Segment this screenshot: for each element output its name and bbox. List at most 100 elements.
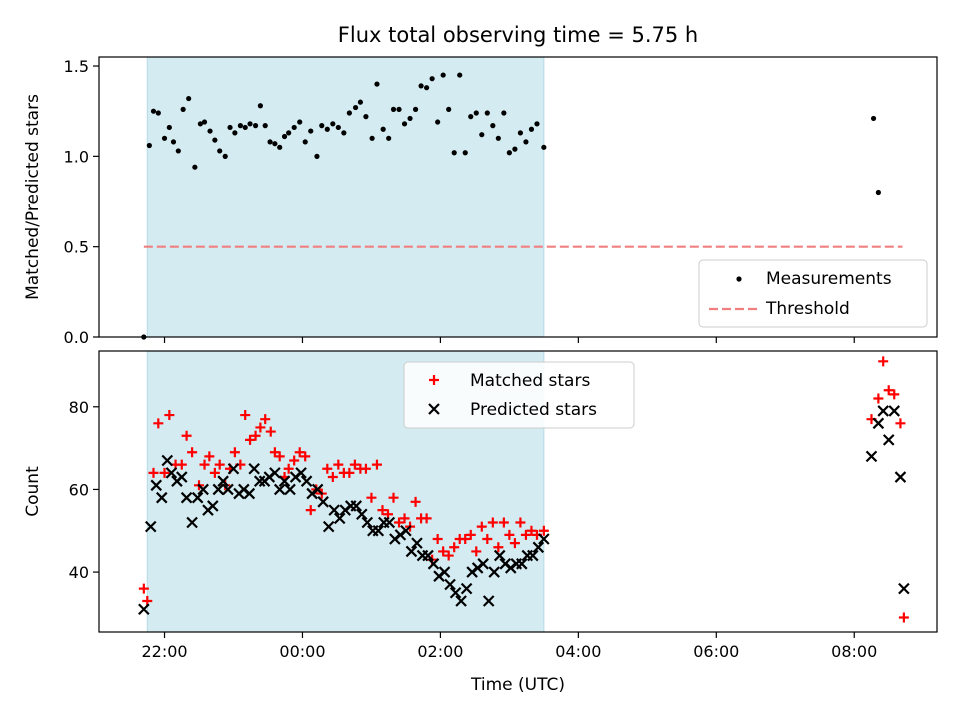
legend-marker-predicted xyxy=(428,403,440,415)
data-point xyxy=(272,141,278,147)
data-point xyxy=(369,135,375,141)
legend-label-matched: Matched stars xyxy=(470,371,590,391)
data-point xyxy=(138,603,150,616)
data-point xyxy=(314,153,320,159)
data-point xyxy=(335,124,341,131)
data-point xyxy=(432,534,443,545)
legend-label-predicted: Predicted stars xyxy=(470,400,597,420)
data-point xyxy=(278,475,291,487)
data-point xyxy=(460,582,473,595)
data-point xyxy=(242,124,248,131)
data-point xyxy=(390,106,397,112)
data-point xyxy=(883,385,894,396)
data-point xyxy=(350,500,363,512)
data-point xyxy=(894,471,907,483)
data-point xyxy=(361,516,374,529)
data-point xyxy=(400,524,412,537)
data-point xyxy=(372,524,385,537)
data-point xyxy=(181,430,192,441)
data-point xyxy=(526,525,537,536)
data-point xyxy=(199,459,210,470)
data-point xyxy=(297,119,303,125)
data-point xyxy=(197,483,209,496)
data-point xyxy=(180,491,193,504)
data-point xyxy=(153,418,164,429)
data-point xyxy=(449,586,462,599)
data-point xyxy=(527,549,539,562)
data-point xyxy=(333,512,346,525)
data-point xyxy=(421,513,432,524)
x-tick-label: 06:00 xyxy=(693,642,739,661)
x-tick-label: 02:00 xyxy=(417,642,463,661)
legend-label-threshold: Threshold xyxy=(765,299,850,319)
legend-box xyxy=(403,361,635,429)
data-point xyxy=(291,124,297,131)
data-point xyxy=(886,0,891,3)
data-point xyxy=(493,542,504,553)
panel-ratio: 0.0 0.5 1.0 1.5 Matched/Predicted stars Flux … xyxy=(23,0,938,347)
data-layer xyxy=(138,356,910,623)
data-point xyxy=(166,124,172,131)
data-point xyxy=(422,549,434,562)
legend: Measurements Threshold xyxy=(698,259,928,328)
data-point xyxy=(248,462,260,475)
data-point xyxy=(515,517,526,528)
legend-marker-measurements xyxy=(736,276,742,282)
data-point xyxy=(473,110,479,116)
data-point xyxy=(455,595,467,607)
data-point xyxy=(898,582,910,595)
y-tick-label: 60 xyxy=(69,480,89,499)
data-point xyxy=(865,450,878,463)
data-point xyxy=(877,405,889,417)
data-point xyxy=(240,410,251,421)
data-point xyxy=(482,534,493,545)
data-point xyxy=(138,583,149,594)
data-point xyxy=(245,434,256,445)
data-point xyxy=(302,139,308,145)
data-point xyxy=(308,128,314,134)
data-point xyxy=(222,153,228,159)
y-tick-label: 0.5 xyxy=(64,238,89,257)
data-point xyxy=(405,545,418,558)
data-point xyxy=(144,520,157,533)
data-point xyxy=(252,123,259,129)
data-point xyxy=(277,144,283,150)
data-point xyxy=(490,123,496,129)
data-point xyxy=(267,139,273,145)
data-point xyxy=(457,72,463,78)
data-point xyxy=(882,434,895,446)
data-point xyxy=(161,135,168,141)
data-point xyxy=(281,133,288,140)
data-point xyxy=(357,99,364,105)
data-point xyxy=(477,558,489,570)
data-point xyxy=(440,72,446,78)
data-point xyxy=(257,103,263,109)
data-point xyxy=(509,538,520,549)
data-point xyxy=(892,0,897,3)
data-point xyxy=(438,566,451,578)
data-point xyxy=(356,508,368,521)
data-point xyxy=(898,612,909,623)
x-tick-label: 00:00 xyxy=(279,642,325,661)
panel-count: 40 60 80 22:00 00:00 02:00 04:00 06:00 08:00 Coun… xyxy=(23,350,938,695)
axes-frame xyxy=(98,56,938,338)
data-point xyxy=(159,467,170,478)
data-point xyxy=(305,505,316,516)
series-matched-stars xyxy=(138,356,909,623)
data-point xyxy=(250,430,261,441)
data-point xyxy=(895,418,906,429)
data-point xyxy=(148,467,159,478)
data-point xyxy=(460,534,471,545)
data-point xyxy=(512,146,518,152)
data-point xyxy=(176,459,187,470)
data-point xyxy=(881,0,886,3)
data-point xyxy=(186,516,198,529)
data-point xyxy=(328,504,340,516)
data-point xyxy=(878,356,889,367)
data-point xyxy=(265,426,276,437)
data-point xyxy=(377,505,388,516)
data-point xyxy=(327,472,338,483)
data-point xyxy=(322,520,335,533)
data-point xyxy=(371,459,382,470)
